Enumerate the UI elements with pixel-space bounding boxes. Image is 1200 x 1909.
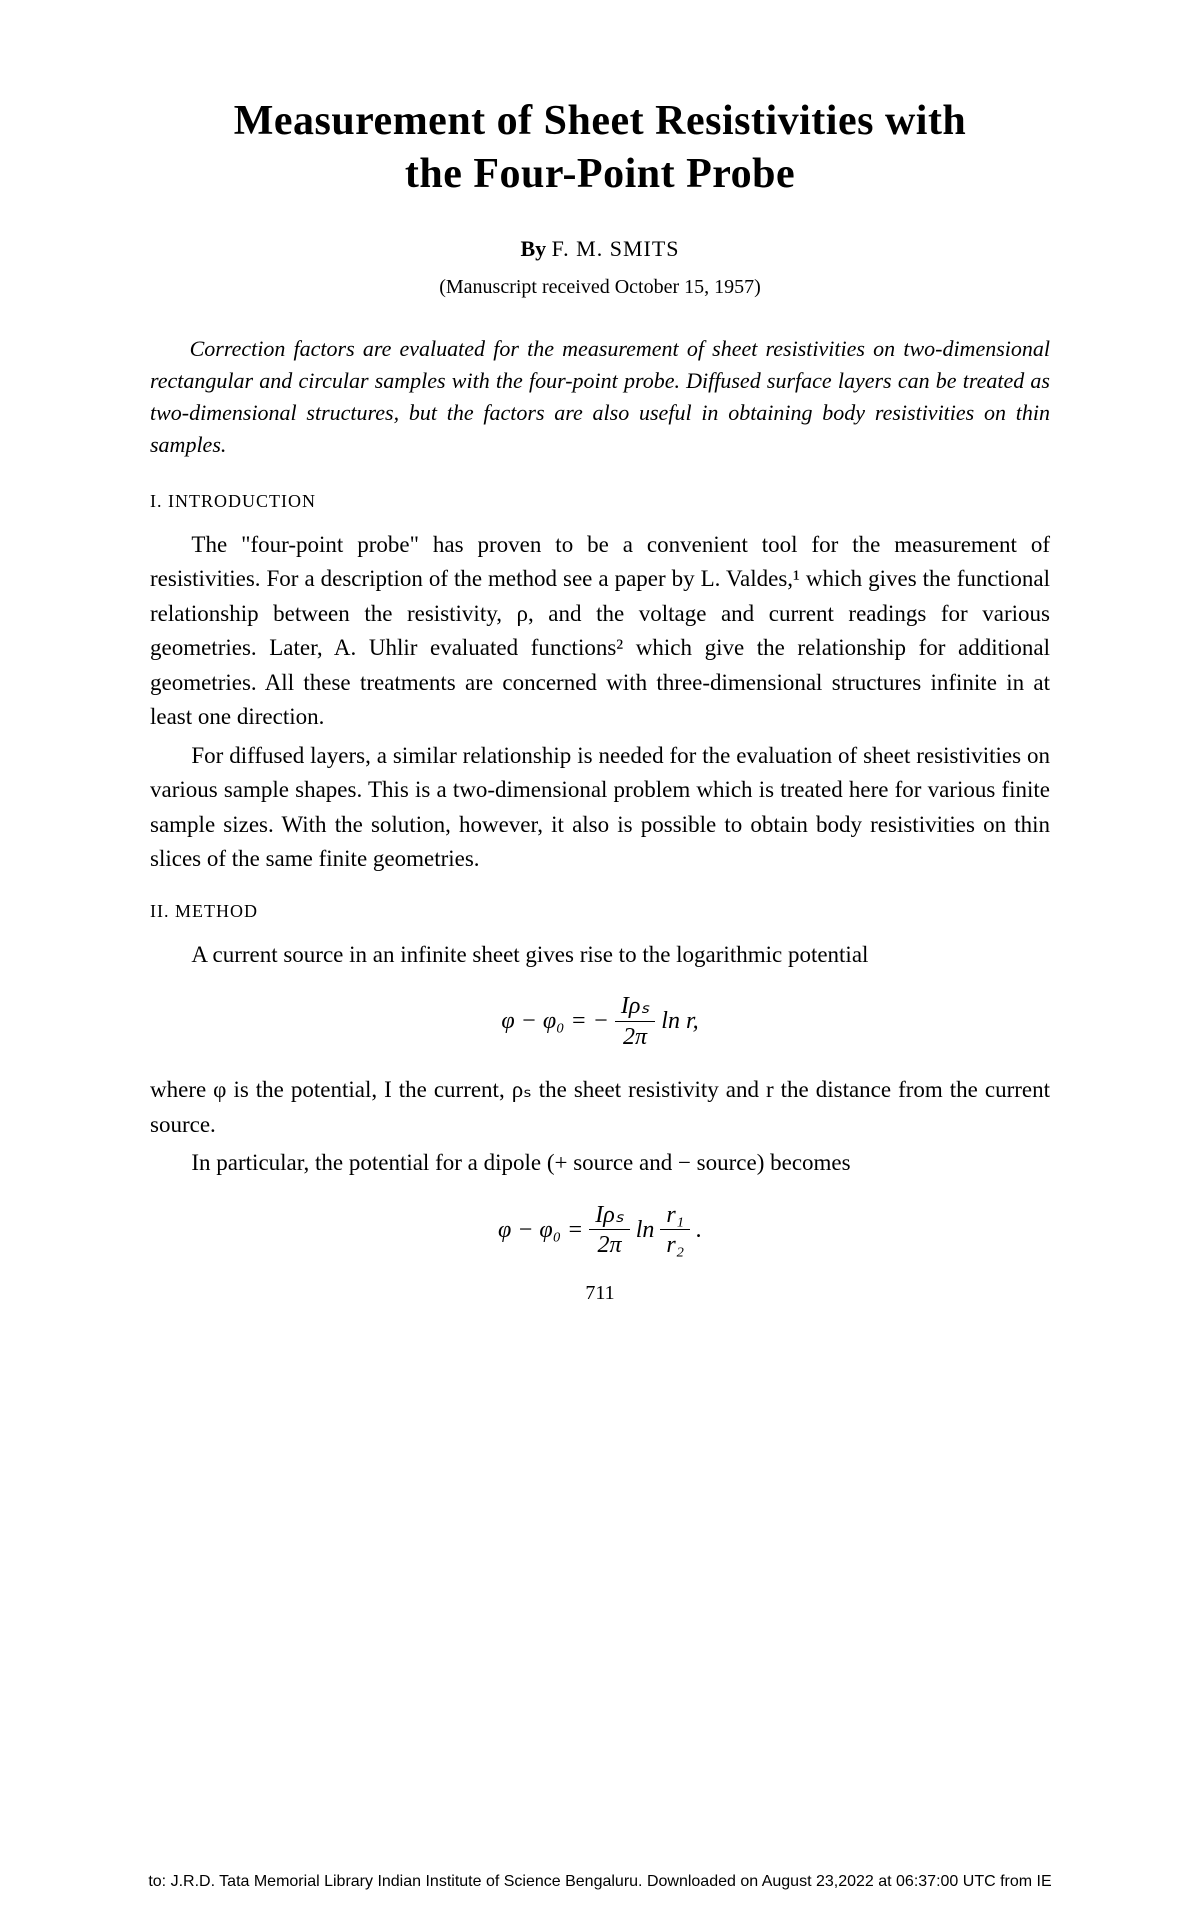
method-paragraph-1: A current source in an infinite sheet gi… xyxy=(150,938,1050,973)
method-text-2: where φ is the potential, I the current,… xyxy=(150,1073,1050,1181)
method-paragraph-2: where φ is the potential, I the current,… xyxy=(150,1073,1050,1142)
eq2-fraction-1: Iρₛ 2π xyxy=(589,1201,629,1262)
method-paragraph-3: In particular, the potential for a dipol… xyxy=(150,1146,1050,1181)
page-number: 711 xyxy=(150,1282,1050,1305)
byline-by: By xyxy=(520,236,546,261)
eq2-fraction-2: r₁ r₂ xyxy=(660,1201,690,1262)
eq1-numerator: Iρₛ xyxy=(615,992,655,1022)
paper-page: Measurement of Sheet Resistivities with … xyxy=(0,0,1200,1909)
introduction-section: The "four-point probe" has proven to be … xyxy=(150,528,1050,877)
eq2-denominator-2: r₂ xyxy=(660,1230,690,1261)
section-1-heading: I. INTRODUCTION xyxy=(150,491,1050,512)
manuscript-received: (Manuscript received October 15, 1957) xyxy=(150,276,1050,299)
eq2-tail: . xyxy=(696,1217,702,1243)
intro-paragraph-1: The "four-point probe" has proven to be … xyxy=(150,528,1050,735)
eq1-fraction: Iρₛ 2π xyxy=(615,992,655,1053)
eq2-denominator-1: 2π xyxy=(589,1230,629,1261)
eq2-mid: ln xyxy=(636,1217,661,1243)
abstract: Correction factors are evaluated for the… xyxy=(150,333,1050,461)
eq1-denominator: 2π xyxy=(615,1022,655,1053)
equation-1: φ − φ₀ = − Iρₛ 2π ln r, xyxy=(150,992,1050,1053)
eq1-tail: ln r, xyxy=(661,1008,698,1034)
title-line-1: Measurement of Sheet Resistivities with xyxy=(234,98,967,144)
method-section: A current source in an infinite sheet gi… xyxy=(150,938,1050,973)
eq2-lhs: φ − φ₀ = xyxy=(498,1217,589,1243)
download-footer: to: J.R.D. Tata Memorial Library Indian … xyxy=(0,1873,1200,1891)
paper-title: Measurement of Sheet Resistivities with … xyxy=(150,95,1050,200)
eq1-lhs: φ − φ₀ = − xyxy=(501,1008,608,1034)
intro-paragraph-2: For diffused layers, a similar relations… xyxy=(150,739,1050,877)
eq2-numerator-2: r₁ xyxy=(660,1201,690,1231)
eq2-numerator-1: Iρₛ xyxy=(589,1201,629,1231)
byline: By F. M. SMITS xyxy=(150,236,1050,262)
title-line-2: the Four-Point Probe xyxy=(405,151,795,197)
byline-author: F. M. SMITS xyxy=(552,236,680,261)
section-2-heading: II. METHOD xyxy=(150,901,1050,922)
equation-2: φ − φ₀ = Iρₛ 2π ln r₁ r₂ . xyxy=(150,1201,1050,1262)
